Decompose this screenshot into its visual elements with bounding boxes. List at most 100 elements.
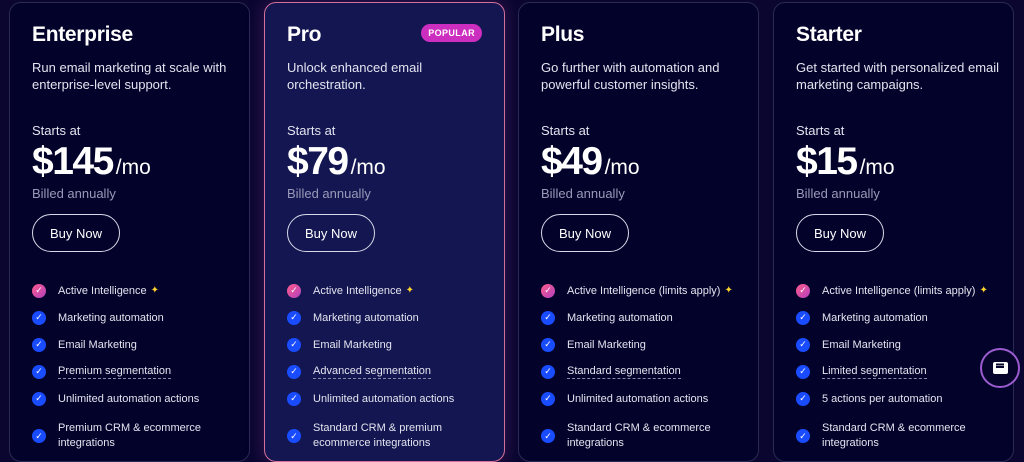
plan-description: Go further with automation and powerful … xyxy=(541,60,720,92)
feature-label: Marketing automation xyxy=(313,311,419,324)
feature-label: Email Marketing xyxy=(58,338,137,351)
feature-item: ✓ Standard CRM & premium ecommerce integ… xyxy=(287,414,483,458)
starts-at-label: Starts at xyxy=(32,123,81,138)
feature-label: Email Marketing xyxy=(822,338,901,351)
check-circle-icon: ✓ xyxy=(541,429,555,443)
feature-label[interactable]: Standard segmentation xyxy=(567,364,681,379)
billing-note: Billed annually xyxy=(32,186,116,201)
billing-note: Billed annually xyxy=(287,186,371,201)
plan-price: $15/mo xyxy=(796,140,895,184)
buy-now-button[interactable]: Buy Now xyxy=(541,214,629,252)
price-period: /mo xyxy=(350,156,386,179)
feature-item: ✓ Marketing automation xyxy=(541,304,737,331)
plan-description: Run email marketing at scale with enterp… xyxy=(32,60,227,92)
feature-label: Standard CRM & ecommerce integrations xyxy=(567,422,711,449)
feature-label: Active Intelligence (limits apply) xyxy=(567,284,721,297)
feature-item: ✓ Active Intelligence ✦ xyxy=(32,277,228,304)
feature-item: ✓ Email Marketing xyxy=(541,331,737,358)
check-circle-icon: ✓ xyxy=(287,283,301,298)
feature-item: ✓ Email Marketing xyxy=(287,331,483,358)
feature-label[interactable]: Premium segmentation xyxy=(58,364,172,379)
feature-item: ✓ Active Intelligence (limits apply) ✦ xyxy=(541,277,737,304)
feature-item: ✓ Email Marketing xyxy=(796,331,992,358)
feature-item: ✓ Marketing automation xyxy=(32,304,228,331)
buy-now-button[interactable]: Buy Now xyxy=(287,214,375,252)
billing-note: Billed annually xyxy=(541,186,625,201)
sparkle-icon: ✦ xyxy=(150,285,160,296)
feature-item: ✓ Unlimited automation actions xyxy=(287,385,483,412)
price-amount: $79 xyxy=(287,140,349,183)
starts-at-label: Starts at xyxy=(287,123,336,138)
check-circle-icon: ✓ xyxy=(287,310,301,325)
check-circle-icon: ✓ xyxy=(541,310,555,325)
price-period: /mo xyxy=(859,156,895,179)
feature-item: ✓ Marketing automation xyxy=(796,304,992,331)
feature-item: ✓ Marketing automation xyxy=(287,304,483,331)
sparkle-icon: ✦ xyxy=(724,285,733,296)
feature-label: 5 actions per automation xyxy=(822,392,943,405)
buy-now-button[interactable]: Buy Now xyxy=(32,214,120,252)
price-period: /mo xyxy=(604,156,640,179)
check-circle-icon: ✓ xyxy=(287,429,301,443)
check-circle-icon: ✓ xyxy=(32,391,46,406)
check-circle-icon: ✓ xyxy=(287,337,301,352)
price-period: /mo xyxy=(115,156,151,179)
starts-at-label: Starts at xyxy=(796,123,845,138)
feature-list: ✓ Active Intelligence (limits apply) ✦ ✓… xyxy=(796,277,992,458)
check-circle-icon: ✓ xyxy=(541,391,555,406)
feature-label: Unlimited automation actions xyxy=(313,392,455,405)
popular-badge: POPULAR xyxy=(421,24,482,42)
check-circle-icon: ✓ xyxy=(796,310,810,325)
feature-label: Standard CRM & ecommerce integrations xyxy=(822,422,966,449)
starts-at-label: Starts at xyxy=(541,123,590,138)
check-circle-icon: ✓ xyxy=(287,391,301,406)
check-circle-icon: ✓ xyxy=(796,337,810,352)
price-amount: $49 xyxy=(541,140,603,183)
sparkle-icon: ✦ xyxy=(979,285,988,296)
feature-item: ✓ Premium CRM & ecommerce integrations xyxy=(32,414,228,458)
sparkle-icon: ✦ xyxy=(405,285,415,296)
price-amount: $15 xyxy=(796,140,858,183)
plan-card-starter: Starter Get started with personalized ema… xyxy=(773,2,1014,462)
feature-label: Marketing automation xyxy=(58,311,164,324)
feature-item: ✓ Standard segmentation xyxy=(541,358,737,385)
feature-label: Email Marketing xyxy=(313,338,392,351)
feature-label[interactable]: Advanced segmentation xyxy=(313,364,432,379)
chat-icon xyxy=(992,362,1008,374)
check-circle-icon: ✓ xyxy=(796,283,810,298)
feature-label[interactable]: Limited segmentation xyxy=(822,364,927,379)
feature-label: Email Marketing xyxy=(567,338,646,351)
check-circle-icon: ✓ xyxy=(32,283,46,298)
check-circle-icon: ✓ xyxy=(796,391,810,406)
plan-description: Unlock enhanced email orchestration. xyxy=(287,60,423,92)
check-circle-icon: ✓ xyxy=(541,337,555,352)
feature-label: Standard CRM & premium ecommerce integra… xyxy=(313,422,442,449)
feature-list: ✓ Active Intelligence (limits apply) ✦ ✓… xyxy=(541,277,737,458)
check-circle-icon: ✓ xyxy=(796,364,810,379)
feature-item: ✓ Advanced segmentation xyxy=(287,358,483,385)
billing-note: Billed annually xyxy=(796,186,880,201)
check-circle-icon: ✓ xyxy=(541,283,555,298)
feature-label: Active Intelligence (limits apply) xyxy=(822,284,976,297)
feature-list: ✓ Active Intelligence ✦ ✓ Marketing auto… xyxy=(287,277,483,458)
plan-name: Starter xyxy=(796,23,862,46)
check-circle-icon: ✓ xyxy=(287,364,301,379)
feature-label: Active Intelligence xyxy=(58,284,147,297)
feature-item: ✓ Standard CRM & ecommerce integrations xyxy=(796,414,992,458)
feature-list: ✓ Active Intelligence ✦ ✓ Marketing auto… xyxy=(32,277,228,458)
check-circle-icon: ✓ xyxy=(541,364,555,379)
chat-button[interactable] xyxy=(980,348,1020,388)
feature-item: ✓ Email Marketing xyxy=(32,331,228,358)
feature-item: ✓ Active Intelligence (limits apply) ✦ xyxy=(796,277,992,304)
feature-label: Unlimited automation actions xyxy=(58,392,200,405)
feature-label: Marketing automation xyxy=(822,311,928,324)
plan-name: Enterprise xyxy=(32,23,133,46)
buy-now-button[interactable]: Buy Now xyxy=(796,214,884,252)
plan-price: $79/mo xyxy=(287,140,386,184)
feature-item: ✓ Unlimited automation actions xyxy=(32,385,228,412)
check-circle-icon: ✓ xyxy=(32,310,46,325)
check-circle-icon: ✓ xyxy=(32,429,46,443)
feature-label: Premium CRM & ecommerce integrations xyxy=(58,422,202,449)
plan-card-pro: Pro POPULAR Unlock enhanced email orchestr… xyxy=(264,2,505,462)
feature-item: ✓ Premium segmentation xyxy=(32,358,228,385)
